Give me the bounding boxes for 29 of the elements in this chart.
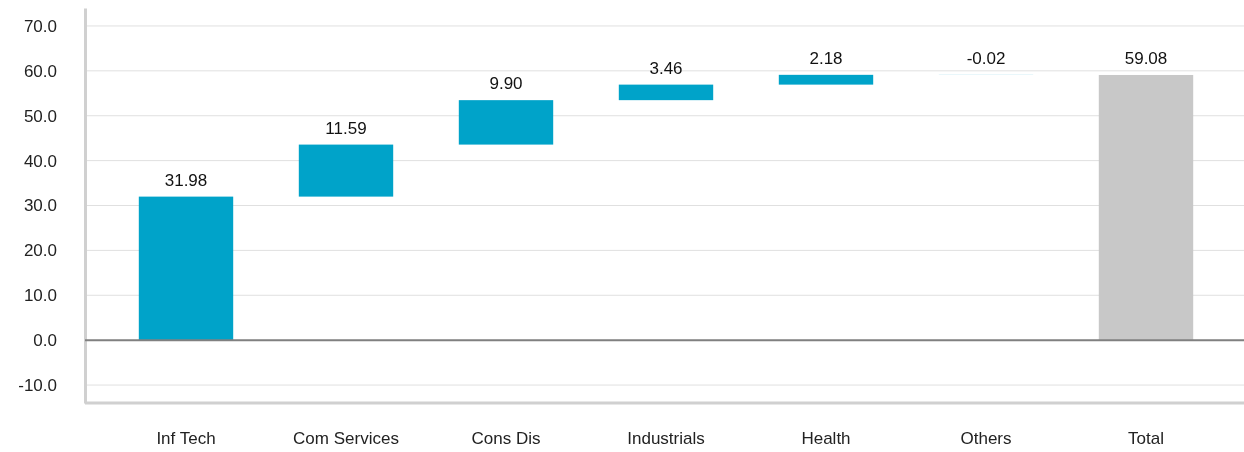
bar <box>618 84 714 101</box>
data-label: -0.02 <box>966 48 1006 68</box>
y-tick-label: 10.0 <box>23 286 57 306</box>
x-tick-label: Inf Tech <box>156 429 216 449</box>
data-label: 11.59 <box>325 118 367 138</box>
y-tick-label: 50.0 <box>23 106 57 126</box>
x-tick-label: Total <box>1128 429 1164 449</box>
data-label: 9.90 <box>489 74 523 94</box>
y-tick-label: 40.0 <box>23 151 57 171</box>
x-tick-label: Industrials <box>627 429 705 449</box>
x-tick-label: Health <box>801 429 851 449</box>
bar <box>458 100 554 145</box>
y-tick-label: -10.0 <box>18 375 57 395</box>
bar <box>138 196 234 341</box>
bar <box>1098 74 1194 341</box>
x-tick-label: Cons Dis <box>471 429 541 449</box>
x-tick-label: Others <box>960 429 1012 449</box>
y-tick-label: 0.0 <box>33 331 57 351</box>
bar <box>298 144 394 197</box>
data-label: 31.98 <box>164 170 208 190</box>
data-label: 2.18 <box>809 48 843 68</box>
y-tick-label: 30.0 <box>23 196 57 216</box>
y-tick-label: 20.0 <box>23 241 57 261</box>
data-label: 3.46 <box>649 58 683 78</box>
x-tick-label: Com Services <box>293 429 399 449</box>
bar <box>778 74 874 85</box>
data-label: 59.08 <box>1124 48 1168 68</box>
y-tick-label: 70.0 <box>23 16 57 36</box>
y-tick-label: 60.0 <box>23 61 57 81</box>
